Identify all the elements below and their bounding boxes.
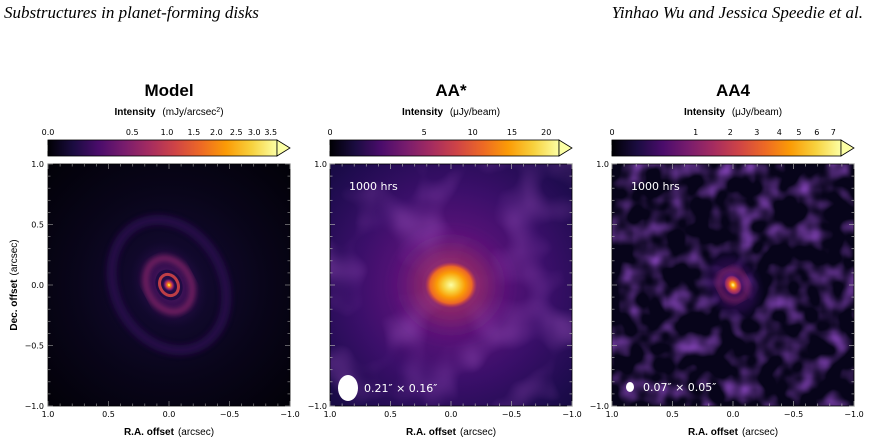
running-header-authors: Yinhao Wu and Jessica Speedie et al. xyxy=(611,3,863,22)
x-tick-label: −1.0 xyxy=(562,410,581,419)
colorbar-tick-label: 1.5 xyxy=(187,128,200,137)
panel-title: AA* xyxy=(435,81,467,100)
colorbar-label: Intensity (μJy/beam) xyxy=(684,107,782,118)
colorbar-tick-label: 0.5 xyxy=(126,128,139,137)
y-tick-label: −1.0 xyxy=(308,402,327,411)
colorbar-tick-label: 2.5 xyxy=(230,128,243,137)
colorbar xyxy=(611,139,855,157)
colorbar-tick-label: 3.5 xyxy=(264,128,277,137)
y-tick-label: 1.0 xyxy=(596,160,609,169)
panel-title: Model xyxy=(144,81,193,100)
panel-title: AA4 xyxy=(716,81,751,100)
colorbar-tick-label: 0 xyxy=(327,128,332,137)
image-aa4 xyxy=(612,164,854,406)
x-tick-label: −1.0 xyxy=(280,410,299,419)
exposure-annotation: 1000 hrs xyxy=(631,180,680,193)
axis-ticks: 1.0 0.5 0.0 −0.5 −1.01.0−1.0 xyxy=(590,160,864,419)
x-axis-label: R.A. offset (arcsec) xyxy=(688,427,778,438)
y-tick-label: 1.0 xyxy=(31,160,44,169)
colorbar-tick-label: 1.0 xyxy=(161,128,174,137)
colorbar-label: Intensity (mJy/arcsec2) xyxy=(114,107,223,119)
x-tick-label: 1.0 xyxy=(606,410,619,419)
axis-ticks: 1.0 0.5 0.0 −0.5 −1.01.0−1.0 xyxy=(308,160,582,419)
running-header-title: Substructures in planet-forming disks xyxy=(4,3,259,22)
image-model xyxy=(48,164,290,406)
exposure-annotation: 1000 hrs xyxy=(349,180,398,193)
colorbar-tick-label: 5 xyxy=(422,128,427,137)
x-tick-label: 0.0 xyxy=(163,410,176,419)
y-tick-label: −0.5 xyxy=(25,342,44,351)
colorbar-tick-label: 2.0 xyxy=(210,128,223,137)
axis-ticks: 1.0 0.5 0.0 −0.5 −1.01.00.50.0−0.5−1.0 xyxy=(25,160,300,419)
colorbar-tick-label: 0 xyxy=(609,128,614,137)
x-tick-label: −1.0 xyxy=(844,410,863,419)
x-tick-label: −0.5 xyxy=(220,410,239,419)
colorbar-tick-label: 3.0 xyxy=(248,128,261,137)
colorbar-tick-label: 10 xyxy=(468,128,478,137)
colorbar-tick-label: 0.0 xyxy=(42,128,55,137)
x-tick-label: 0.0 xyxy=(445,410,458,419)
colorbar-tick-label: 4 xyxy=(777,128,782,137)
colorbar-tick-label: 15 xyxy=(507,128,517,137)
colorbar-tick-label: 5 xyxy=(796,128,801,137)
x-axis-label: R.A. offset (arcsec) xyxy=(124,427,214,438)
beam-size-label: 0.07″ × 0.05″ xyxy=(643,381,716,394)
y-tick-label: 0.0 xyxy=(31,281,44,290)
y-tick-label: −1.0 xyxy=(25,402,44,411)
x-tick-label: 0.5 xyxy=(666,410,679,419)
colorbar-tick-label: 3 xyxy=(754,128,759,137)
panel-aa4: AA4 Intensity (μJy/beam) 0 1 2 3 4 5 6 7 1000 h… xyxy=(590,81,864,419)
panel-aa-star: AA* Intensity (μJy/beam) 0 5 10 15 20 1000 h… xyxy=(308,81,582,419)
colorbar xyxy=(47,139,291,157)
y-tick-label: 1.0 xyxy=(314,160,327,169)
colorbar-tick-label: 2 xyxy=(728,128,733,137)
image-aa-star xyxy=(330,164,572,406)
panel-model: Model Intensity (mJy/arcsec2) 0.0 0.5 1.0 1… xyxy=(25,81,300,419)
colorbar-tick-label: 7 xyxy=(831,128,836,137)
x-tick-label: 0.0 xyxy=(727,410,740,419)
beam-ellipse xyxy=(626,382,634,392)
x-tick-label: 1.0 xyxy=(324,410,337,419)
x-axis-label: R.A. offset (arcsec) xyxy=(406,427,496,438)
colorbar-tick-label: 20 xyxy=(541,128,551,137)
colorbar-tick-label: 6 xyxy=(814,128,819,137)
x-tick-label: −0.5 xyxy=(502,410,521,419)
colorbar-tick-label: 1 xyxy=(693,128,698,137)
beam-size-label: 0.21″ × 0.16″ xyxy=(364,382,437,395)
y-tick-label: −1.0 xyxy=(590,402,609,411)
y-axis-label: Dec. offset(arcsec) xyxy=(9,239,20,330)
y-tick-label: 0.5 xyxy=(31,221,44,230)
x-tick-label: −0.5 xyxy=(784,410,803,419)
x-tick-label: 0.5 xyxy=(384,410,397,419)
x-tick-label: 1.0 xyxy=(42,410,55,419)
colorbar-label: Intensity (μJy/beam) xyxy=(402,107,500,118)
colorbar xyxy=(329,139,573,157)
beam-ellipse xyxy=(338,375,358,401)
x-tick-label: 0.5 xyxy=(102,410,115,419)
